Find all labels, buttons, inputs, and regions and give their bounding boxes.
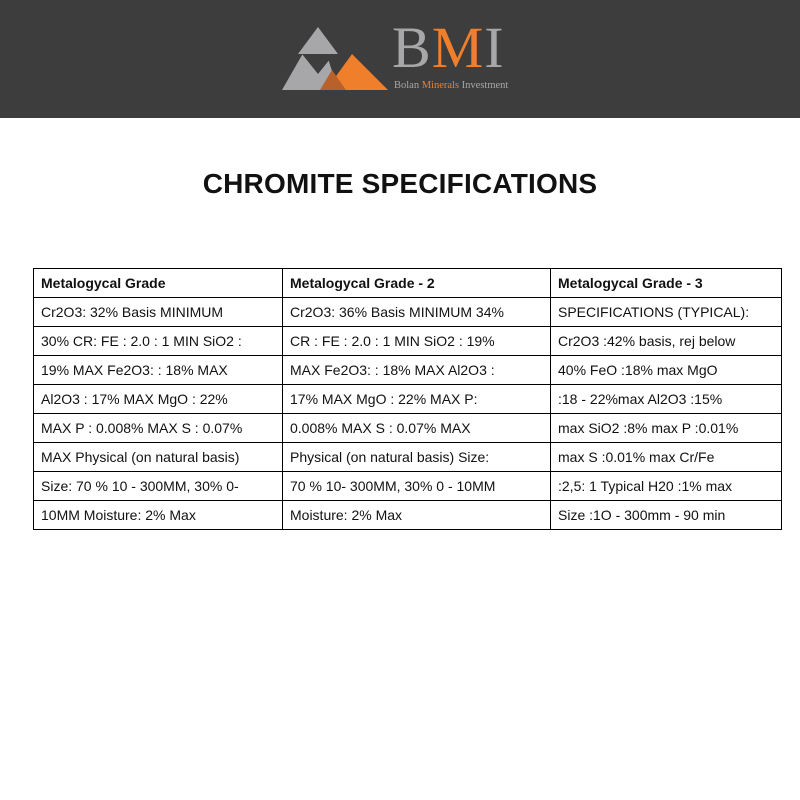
- header-banner: BMI Bolan Minerals Investment: [0, 0, 800, 118]
- logo-tagline: Bolan Minerals Investment: [394, 80, 509, 91]
- table-cell: 19% MAX Fe2O3: : 18% MAX: [33, 355, 283, 385]
- logo-wordmark: BMI: [392, 15, 505, 80]
- table-row: Cr2O3: 32% Basis MINIMUM Cr2O3: 36% Basis…: [33, 297, 782, 327]
- table-cell: 40% FeO :18% max MgO: [550, 355, 782, 385]
- table-cell: MAX P : 0.008% MAX S : 0.07%: [33, 413, 283, 443]
- table-cell: :2,5: 1 Typical H20 :1% max: [550, 471, 782, 501]
- table-cell: max SiO2 :8% max P :0.01%: [550, 413, 782, 443]
- table-cell: Moisture: 2% Max: [282, 500, 551, 530]
- table-cell: Size: 70 % 10 - 300MM, 30% 0-: [33, 471, 283, 501]
- table-cell: 17% MAX MgO : 22% MAX P:: [282, 384, 551, 414]
- table-cell: Cr2O3: 36% Basis MINIMUM 34%: [282, 297, 551, 327]
- table-cell: 30% CR: FE : 2.0 : 1 MIN SiO2 :: [33, 326, 283, 356]
- table-cell: max S :0.01% max Cr/Fe: [550, 442, 782, 472]
- table-row: 10MM Moisture: 2% Max Moisture: 2% Max Siz…: [33, 500, 782, 530]
- page-title: CHROMITE SPECIFICATIONS: [202, 168, 598, 199]
- table-row: 30% CR: FE : 2.0 : 1 MIN SiO2 : CR : FE :…: [33, 326, 782, 356]
- table-cell: SPECIFICATIONS (TYPICAL):: [550, 297, 782, 327]
- mountain-logo-icon: [282, 27, 388, 90]
- table-cell: Physical (on natural basis) Size:: [282, 442, 551, 472]
- table-row: Size: 70 % 10 - 300MM, 30% 0- 70 % 10- 30…: [33, 471, 782, 501]
- table-cell: Size :1O - 300mm - 90 min: [550, 500, 782, 530]
- table-cell: CR : FE : 2.0 : 1 MIN SiO2 : 19%: [282, 326, 551, 356]
- table-cell: Cr2O3: 32% Basis MINIMUM: [33, 297, 283, 327]
- specifications-table: Metalogycal Grade Metalogycal Grade - 2 Me…: [33, 268, 782, 530]
- table-cell: Cr2O3 :42% basis, rej below: [550, 326, 782, 356]
- table-row: Al2O3 : 17% MAX MgO : 22% 17% MAX MgO : 2…: [33, 384, 782, 414]
- table-cell: Al2O3 : 17% MAX MgO : 22%: [33, 384, 283, 414]
- table-row: 19% MAX Fe2O3: : 18% MAX MAX Fe2O3: : 18%…: [33, 355, 782, 385]
- table-header-row: Metalogycal Grade Metalogycal Grade - 2 Me…: [33, 268, 782, 298]
- bmi-logo[interactable]: BMI Bolan Minerals Investment: [280, 18, 520, 94]
- table-row: MAX Physical (on natural basis) Physical …: [33, 442, 782, 472]
- table-cell: MAX Fe2O3: : 18% MAX Al2O3 :: [282, 355, 551, 385]
- column-header: Metalogycal Grade - 3: [550, 268, 782, 298]
- table-cell: 10MM Moisture: 2% Max: [33, 500, 283, 530]
- table-cell: MAX Physical (on natural basis): [33, 442, 283, 472]
- column-header: Metalogycal Grade: [33, 268, 283, 298]
- table-cell: :18 - 22%max Al2O3 :15%: [550, 384, 782, 414]
- table-cell: 70 % 10- 300MM, 30% 0 - 10MM: [282, 471, 551, 501]
- column-header: Metalogycal Grade - 2: [282, 268, 551, 298]
- table-row: MAX P : 0.008% MAX S : 0.07% 0.008% MAX S…: [33, 413, 782, 443]
- table-cell: 0.008% MAX S : 0.07% MAX: [282, 413, 551, 443]
